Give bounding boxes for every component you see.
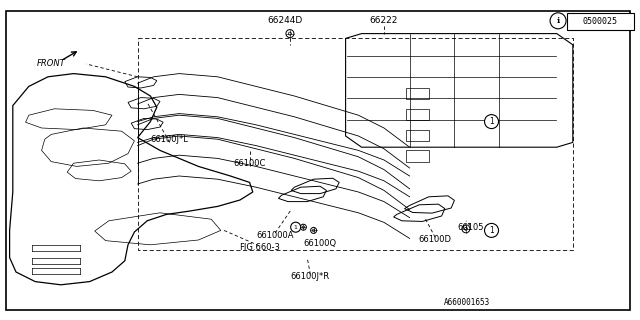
Circle shape xyxy=(465,227,467,230)
Text: 66100C: 66100C xyxy=(234,159,266,168)
Text: FRONT: FRONT xyxy=(37,60,66,68)
Text: 661000A: 661000A xyxy=(257,231,294,240)
Text: 66105: 66105 xyxy=(457,223,484,232)
Text: A660001653: A660001653 xyxy=(444,298,490,307)
Text: 1: 1 xyxy=(489,117,494,126)
Text: 66100D: 66100D xyxy=(419,236,452,244)
Circle shape xyxy=(312,229,315,232)
Circle shape xyxy=(550,13,566,29)
Circle shape xyxy=(291,222,301,232)
Text: 66100J*L: 66100J*L xyxy=(150,135,189,144)
Circle shape xyxy=(302,226,305,228)
Text: 1: 1 xyxy=(489,226,494,235)
Text: FIG.660-3: FIG.660-3 xyxy=(239,244,280,252)
Bar xyxy=(567,13,634,30)
Circle shape xyxy=(289,32,291,35)
Circle shape xyxy=(300,224,307,230)
Circle shape xyxy=(310,228,317,233)
Circle shape xyxy=(484,223,499,237)
Text: 0500025: 0500025 xyxy=(583,17,618,26)
Text: 66100Q: 66100Q xyxy=(303,239,337,248)
Circle shape xyxy=(484,115,499,129)
Text: 1: 1 xyxy=(294,225,298,230)
Text: 66244D: 66244D xyxy=(267,16,303,25)
Circle shape xyxy=(286,30,294,38)
Text: 66222: 66222 xyxy=(370,16,398,25)
Circle shape xyxy=(462,225,470,233)
Text: ℹ: ℹ xyxy=(557,16,559,25)
Text: 66100J*R: 66100J*R xyxy=(291,272,330,281)
